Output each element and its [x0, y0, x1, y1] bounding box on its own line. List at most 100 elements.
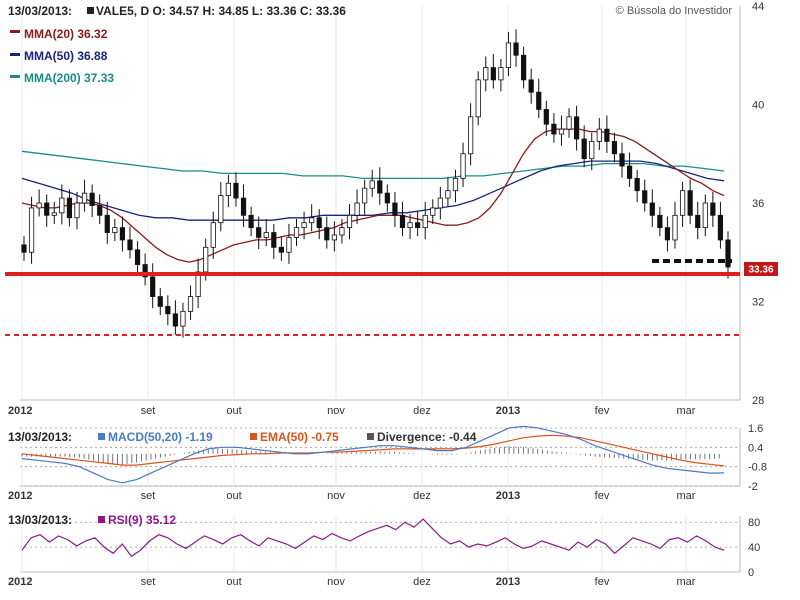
candle	[218, 182, 224, 232]
price-y-tick: 28	[752, 395, 764, 407]
candle	[97, 194, 103, 224]
candle	[271, 223, 277, 259]
macd-label: MACD(50,20) -1.19	[108, 430, 213, 444]
x-tick-label: fev	[595, 576, 610, 588]
x-tick-label: 2013	[496, 490, 520, 502]
candle	[619, 142, 625, 178]
x-tick-label: 2013	[496, 405, 520, 417]
candle	[407, 214, 413, 240]
candle	[717, 201, 724, 249]
x-tick-label: set	[141, 576, 156, 588]
x-tick-label: 2012	[8, 490, 32, 502]
macd-y-tick: 0.4	[748, 442, 763, 454]
candle	[180, 302, 186, 338]
macd-swatch	[98, 433, 105, 440]
rsi-label: RSI(9) 35.12	[108, 513, 176, 527]
divergence-label: Divergence: -0.44	[377, 430, 477, 444]
candle	[256, 216, 262, 250]
ema-swatch	[250, 433, 257, 440]
legend-swatch-mma20	[10, 30, 20, 33]
candle	[445, 177, 451, 207]
candle	[51, 201, 57, 224]
candle	[369, 169, 375, 197]
candle	[634, 169, 640, 203]
candle	[142, 253, 148, 286]
x-tick-label: mar	[677, 405, 696, 417]
candle	[468, 103, 474, 166]
candle	[354, 189, 360, 224]
candle	[346, 204, 353, 240]
candle	[150, 263, 156, 309]
candle	[119, 216, 126, 252]
legend-mma20: MMA(20) 36.32	[24, 27, 108, 41]
x-tick-label: nov	[327, 405, 345, 417]
price-badge: 33.36	[748, 265, 773, 276]
price-header-date: 13/03/2013:	[8, 4, 72, 18]
x-tick-label: mar	[677, 576, 696, 588]
candle	[626, 152, 633, 187]
candle	[657, 206, 663, 237]
candle	[490, 54, 496, 89]
price-y-tick: 36	[752, 198, 764, 210]
candle	[316, 209, 322, 240]
candle	[210, 211, 216, 259]
candle	[392, 191, 398, 227]
ma50-line	[21, 160, 725, 221]
candle	[649, 189, 655, 227]
candle	[157, 287, 163, 316]
candle	[551, 113, 557, 143]
candle	[679, 182, 686, 227]
x-tick-label: fev	[595, 405, 610, 417]
candle	[36, 189, 42, 217]
candle	[672, 201, 678, 249]
legend-mma200: MMA(200) 37.33	[24, 71, 114, 85]
candle	[596, 118, 602, 151]
candle	[422, 201, 428, 240]
candle	[452, 169, 459, 203]
candle	[475, 71, 481, 126]
rsi-y-tick: 0	[748, 567, 754, 579]
price-y-tick: 32	[752, 297, 764, 309]
x-tick-label: out	[226, 576, 241, 588]
candle	[710, 191, 716, 227]
candle	[309, 204, 315, 232]
candle	[248, 206, 254, 237]
x-tick-label: nov	[327, 490, 345, 502]
price-header-ohlc: VALE5, D O: 34.57 H: 34.85 L: 33.36 C: 3…	[96, 4, 346, 18]
candle	[437, 186, 443, 220]
candle	[21, 236, 27, 261]
candle	[233, 172, 239, 207]
candle	[604, 115, 610, 154]
rsi-header-date: 13/03/2013:	[8, 513, 72, 527]
rsi-line	[21, 518, 725, 558]
candle	[483, 56, 489, 92]
candle	[240, 184, 247, 227]
candle	[513, 29, 519, 67]
candle	[89, 184, 95, 218]
candle	[28, 196, 35, 264]
price-y-tick: 40	[752, 100, 764, 112]
candle	[415, 211, 421, 237]
candle	[702, 194, 708, 237]
price-y-tick: 44	[752, 1, 764, 13]
x-tick-label: dez	[413, 576, 431, 588]
candle	[377, 167, 383, 205]
candle	[324, 216, 330, 249]
candle	[725, 231, 731, 279]
candle	[362, 179, 368, 215]
candle	[263, 219, 269, 247]
macd-panel: 1.6 0.4 -0.8 -2 13/03/2013: MACD(50,20) -1.…	[8, 423, 767, 493]
x-tick-label: nov	[327, 576, 345, 588]
candle	[286, 223, 292, 264]
macd-header-date: 13/03/2013:	[8, 430, 72, 444]
candle	[664, 216, 671, 252]
candle	[44, 194, 50, 227]
rsi-y-tick: 80	[748, 517, 760, 529]
x-tick-label: fev	[595, 490, 610, 502]
candle	[642, 179, 648, 212]
ma200-line	[21, 150, 725, 180]
candle	[195, 258, 201, 309]
candle	[225, 174, 231, 208]
x-tick-label: 2012	[8, 405, 32, 417]
